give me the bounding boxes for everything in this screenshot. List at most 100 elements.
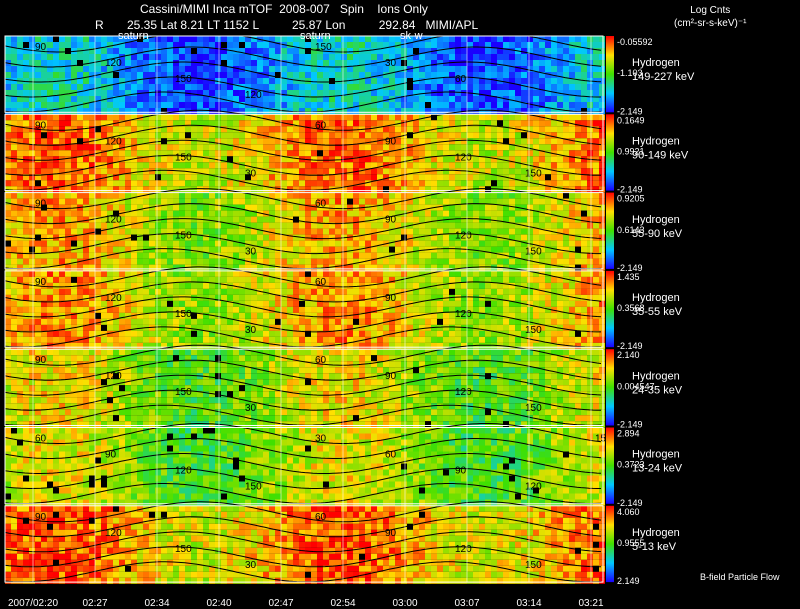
cell xyxy=(443,120,449,127)
cell xyxy=(113,144,119,151)
cell xyxy=(419,252,425,259)
cell xyxy=(215,270,221,277)
cell xyxy=(425,294,431,301)
cell xyxy=(599,84,605,90)
cell xyxy=(173,264,179,271)
cell xyxy=(383,192,389,199)
cell xyxy=(347,336,353,343)
cell xyxy=(353,120,359,127)
cell xyxy=(419,84,425,90)
cell xyxy=(173,36,179,42)
cell xyxy=(305,48,311,54)
cell xyxy=(107,198,113,205)
cell xyxy=(575,228,581,235)
cell xyxy=(287,48,293,54)
cell xyxy=(275,264,281,271)
cell xyxy=(131,90,137,96)
cell xyxy=(383,108,389,114)
cell xyxy=(485,198,491,205)
cell xyxy=(503,144,509,151)
cell xyxy=(317,36,323,42)
cell xyxy=(149,72,155,78)
cell xyxy=(593,192,599,199)
cell xyxy=(569,102,575,108)
cell xyxy=(293,144,299,151)
cell xyxy=(155,84,161,90)
cell xyxy=(335,270,341,277)
cell xyxy=(221,306,227,313)
cell xyxy=(167,306,173,313)
cell xyxy=(113,126,119,133)
cell xyxy=(443,318,449,325)
cell xyxy=(125,96,131,102)
cell xyxy=(5,168,11,175)
cell xyxy=(473,288,479,295)
cell xyxy=(587,228,593,235)
cell xyxy=(113,240,119,247)
cell xyxy=(587,48,593,54)
cell xyxy=(545,162,551,169)
cell xyxy=(407,90,413,96)
cell xyxy=(437,318,443,325)
cell xyxy=(227,96,233,102)
cell xyxy=(575,66,581,72)
cell xyxy=(17,342,23,349)
cell xyxy=(137,336,143,343)
cell xyxy=(77,72,83,78)
cell xyxy=(245,204,251,211)
cell xyxy=(143,210,149,217)
cell xyxy=(419,108,425,114)
cell xyxy=(113,264,119,271)
cell xyxy=(251,180,257,187)
cell xyxy=(131,258,137,265)
cell xyxy=(173,144,179,151)
cell xyxy=(239,48,245,54)
cell xyxy=(275,186,281,193)
cell xyxy=(587,144,593,151)
cell xyxy=(335,90,341,96)
cell xyxy=(269,336,275,343)
cell xyxy=(29,210,35,217)
cell xyxy=(485,120,491,127)
cell xyxy=(413,132,419,139)
cell xyxy=(413,342,419,349)
cell xyxy=(5,276,11,283)
cell xyxy=(113,216,119,223)
cell xyxy=(365,144,371,151)
cell xyxy=(443,258,449,265)
cell xyxy=(101,114,107,121)
cell xyxy=(167,204,173,211)
cell xyxy=(329,336,335,343)
cell xyxy=(539,48,545,54)
cell xyxy=(59,120,65,127)
cell xyxy=(485,264,491,271)
cell xyxy=(359,54,365,60)
cell xyxy=(113,186,119,193)
cell xyxy=(173,168,179,175)
cell xyxy=(185,216,191,223)
cell xyxy=(443,42,449,48)
cell xyxy=(17,138,23,145)
cell xyxy=(53,36,59,42)
cell xyxy=(329,174,335,181)
cell xyxy=(5,228,11,235)
cell xyxy=(29,114,35,121)
cell xyxy=(575,156,581,163)
cell xyxy=(149,102,155,108)
cell xyxy=(179,78,185,84)
cell xyxy=(425,342,431,349)
cell xyxy=(407,60,413,66)
cell xyxy=(437,102,443,108)
cell xyxy=(77,174,83,181)
cell xyxy=(197,144,203,151)
cell xyxy=(323,222,329,229)
cell xyxy=(257,60,263,66)
cell xyxy=(143,42,149,48)
cell xyxy=(455,90,461,96)
cell xyxy=(407,294,413,301)
cell xyxy=(47,234,53,241)
cell xyxy=(119,72,125,78)
cell xyxy=(539,72,545,78)
cell xyxy=(449,324,455,331)
cell xyxy=(353,180,359,187)
